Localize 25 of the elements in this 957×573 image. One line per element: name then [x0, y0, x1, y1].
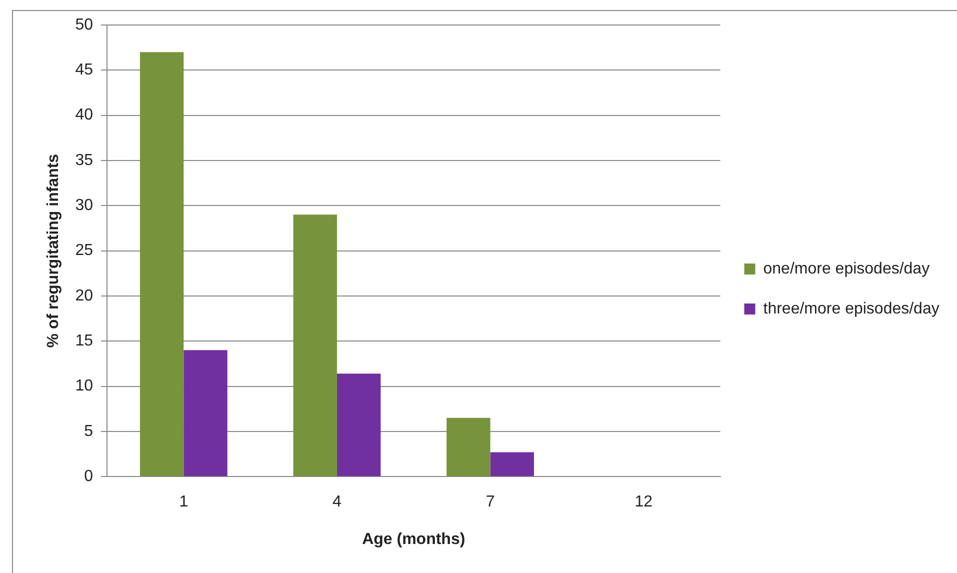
x-tick-label: 1	[179, 494, 188, 511]
bar	[293, 214, 337, 476]
x-tick-label: 4	[332, 494, 342, 511]
y-tick-label: 40	[75, 106, 94, 124]
bar	[140, 52, 184, 476]
y-tick-label: 0	[84, 468, 94, 486]
bar	[336, 374, 381, 476]
y-tick-label: 45	[75, 62, 94, 79]
y-tick-label: 30	[75, 197, 94, 214]
bar	[184, 350, 228, 476]
y-tick-label: 25	[75, 242, 94, 260]
bar	[490, 452, 534, 476]
y-axis-title: % of regurgitating infants	[45, 154, 62, 348]
y-tick-label: 10	[75, 378, 94, 395]
y-tick-label: 20	[75, 287, 94, 304]
legend-label: one/more episodes/day	[763, 260, 930, 278]
y-tick-label: 50	[75, 16, 94, 34]
bar	[446, 418, 490, 476]
y-tick-label: 35	[75, 152, 94, 169]
legend-label: three/more episodes/day	[763, 300, 940, 318]
y-tick-label: 15	[75, 332, 94, 350]
x-axis-title: Age (months)	[362, 530, 466, 548]
x-tick-label: 12	[634, 494, 653, 511]
y-tick-label: 5	[84, 422, 94, 440]
x-tick-label: 7	[486, 494, 495, 511]
